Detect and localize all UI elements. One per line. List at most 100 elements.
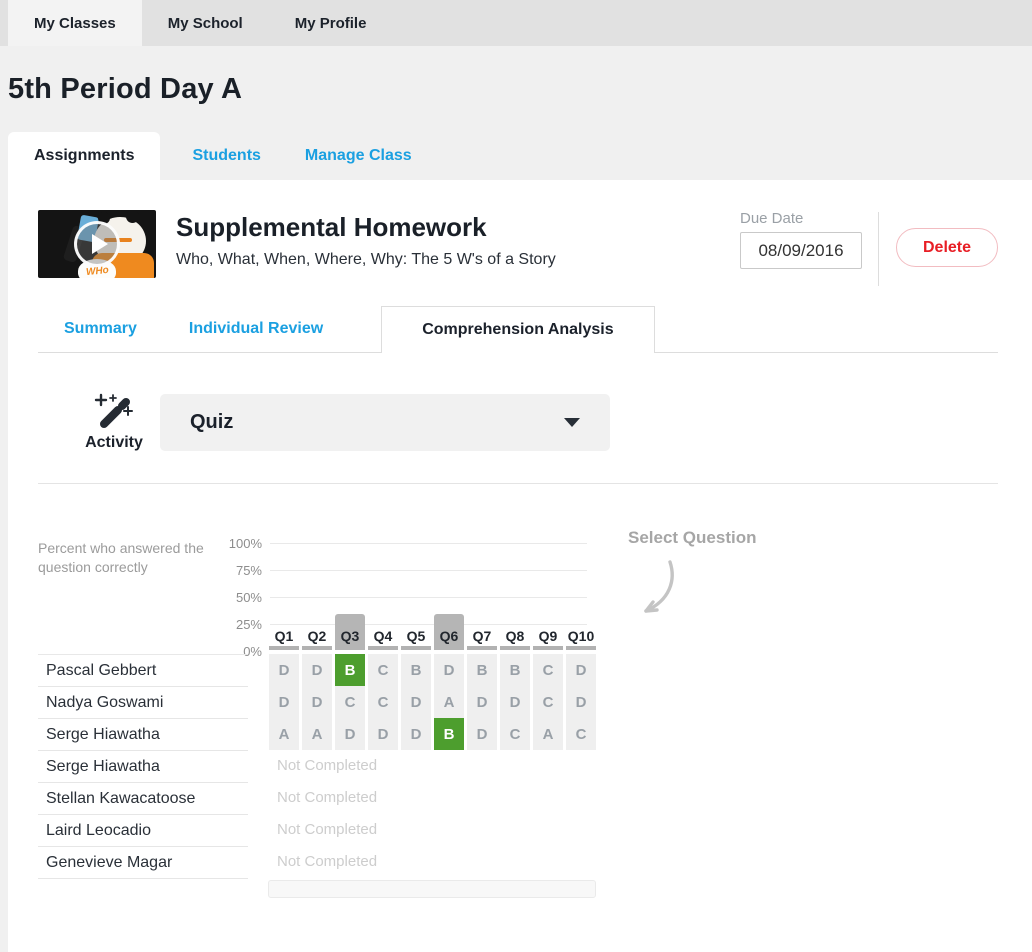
page-title: 5th Period Day A — [8, 73, 243, 105]
answer-cell: D — [335, 718, 365, 750]
y-tick-label: 50% — [235, 590, 262, 605]
tab-individual-review[interactable]: Individual Review — [188, 320, 324, 337]
question-column-q6: Q6 D A B — [434, 614, 464, 750]
question-label: Q8 — [505, 628, 525, 644]
question-label: Q4 — [373, 628, 393, 644]
assignment-titles: Supplemental Homework Who, What, When, W… — [156, 210, 740, 269]
answer-cell: B — [401, 654, 431, 686]
student-name-list: Pascal Gebbert Nadya Goswami Serge Hiawath… — [38, 654, 248, 879]
answer-cell: D — [401, 718, 431, 750]
y-axis-label: Percent who answered the question correc… — [38, 540, 204, 575]
not-completed-label: Not Completed — [277, 789, 378, 806]
answer-cell: C — [335, 686, 365, 718]
tab-comprehension-analysis[interactable]: Comprehension Analysis — [381, 306, 655, 353]
answer-cell: D — [368, 718, 398, 750]
comprehension-analysis: Percent who answered the question correc… — [38, 484, 998, 931]
question-header-q6[interactable]: Q6 — [434, 614, 464, 650]
question-header-q2[interactable]: Q2 — [302, 627, 332, 650]
question-header-q8[interactable]: Q8 — [500, 627, 530, 650]
activity-selector-label: Activity — [76, 393, 152, 452]
curved-arrow-icon — [644, 560, 674, 613]
answer-grid: Q1 D D A Q2 D D A Q3 B C D Q4 C C D Q5 B D D Q6 D A B Q7 B D D Q8 B D C… — [269, 614, 599, 750]
assignment-title: Supplemental Homework — [176, 212, 487, 242]
due-date-block: Due Date — [740, 210, 862, 269]
question-header-q5[interactable]: Q5 — [401, 627, 431, 650]
answer-cell: C — [533, 686, 563, 718]
y-tick-label: 0% — [243, 644, 262, 659]
question-header-q7[interactable]: Q7 — [467, 627, 497, 650]
question-header-q4[interactable]: Q4 — [368, 627, 398, 650]
answer-cell: D — [302, 686, 332, 718]
answer-cell: B — [335, 654, 365, 686]
select-question-hint: Select Question — [628, 528, 757, 547]
tab-students[interactable]: Students — [192, 147, 261, 164]
detail-tabs: Summary Individual Review Comprehension An… — [38, 306, 998, 353]
student-name: Serge Hiawatha — [38, 719, 248, 751]
chevron-down-icon — [564, 418, 580, 427]
question-label: Q1 — [274, 628, 294, 644]
question-column-q4: Q4 C C D — [368, 627, 398, 750]
content-panel: WHo Supplemental Homework Who, What, Whe… — [8, 180, 1032, 952]
question-label: Q7 — [472, 628, 492, 644]
answer-cell: D — [401, 686, 431, 718]
answer-cell: D — [269, 654, 299, 686]
assignment-thumbnail[interactable]: WHo — [38, 210, 156, 278]
nav-tab-my-classes[interactable]: My Classes — [8, 0, 142, 46]
top-nav: My Classes My School My Profile — [0, 0, 1032, 46]
answer-cell: A — [302, 718, 332, 750]
answer-cell: C — [368, 686, 398, 718]
question-column-q8: Q8 B D C — [500, 627, 530, 750]
play-triangle — [91, 234, 108, 254]
question-header-q10[interactable]: Q10 — [566, 627, 596, 650]
answer-cell: D — [566, 686, 596, 718]
answer-cell: C — [533, 654, 563, 686]
student-name: Genevieve Magar — [38, 847, 248, 879]
answer-cell: B — [467, 654, 497, 686]
magic-wand-icon — [94, 393, 133, 428]
delete-button[interactable]: Delete — [896, 228, 998, 267]
question-header-q9[interactable]: Q9 — [533, 627, 563, 650]
question-header-q3[interactable]: Q3 — [335, 614, 365, 650]
question-column-q10: Q10 D D C — [566, 627, 596, 750]
nav-tab-my-profile[interactable]: My Profile — [294, 14, 367, 32]
student-name: Pascal Gebbert — [38, 655, 248, 687]
not-completed-label: Not Completed — [277, 853, 378, 870]
nav-tab-my-school[interactable]: My School — [167, 14, 243, 32]
vertical-divider — [878, 212, 879, 286]
answer-cell: D — [434, 654, 464, 686]
not-completed-label: Not Completed — [277, 821, 378, 838]
student-name: Laird Leocadio — [38, 815, 248, 847]
play-icon[interactable] — [74, 221, 120, 267]
answer-cell: D — [269, 686, 299, 718]
section-divider — [38, 483, 998, 484]
question-column-q1: Q1 D D A — [269, 627, 299, 750]
tab-assignments[interactable]: Assignments — [8, 132, 161, 180]
question-column-q5: Q5 B D D — [401, 627, 431, 750]
student-name: Nadya Goswami — [38, 687, 248, 719]
question-label: Q6 — [439, 628, 459, 644]
activity-label: Activity — [85, 434, 143, 451]
question-label: Q10 — [567, 628, 595, 644]
question-column-q9: Q9 C C A — [533, 627, 563, 750]
question-column-q2: Q2 D D A — [302, 627, 332, 750]
not-completed-label: Not Completed — [277, 757, 378, 774]
answer-cell: C — [566, 718, 596, 750]
student-name: Serge Hiawatha — [38, 751, 248, 783]
question-label: Q2 — [307, 628, 327, 644]
due-date-input[interactable] — [740, 232, 862, 269]
tab-manage-class[interactable]: Manage Class — [304, 147, 412, 164]
gridline — [270, 624, 587, 625]
answer-cell: C — [500, 718, 530, 750]
question-label: Q9 — [538, 628, 558, 644]
question-header-q1[interactable]: Q1 — [269, 627, 299, 650]
y-tick-label: 75% — [235, 563, 262, 578]
horizontal-scrollbar[interactable] — [268, 880, 596, 898]
answer-cell: B — [434, 718, 464, 750]
activity-dropdown[interactable]: Quiz — [160, 394, 610, 451]
gridline — [270, 543, 587, 544]
activity-row: Activity Quiz — [38, 393, 998, 452]
tab-summary[interactable]: Summary — [64, 320, 137, 337]
y-tick-label: 100% — [228, 536, 262, 551]
thumbnail-art — [126, 210, 139, 223]
assignment-header: WHo Supplemental Homework Who, What, Whe… — [38, 210, 998, 286]
